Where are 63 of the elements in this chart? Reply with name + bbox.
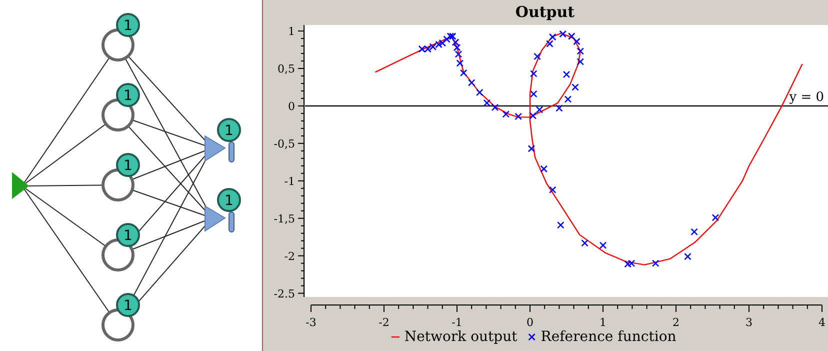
point xyxy=(628,260,636,267)
point xyxy=(546,40,554,48)
point xyxy=(684,252,692,260)
point xyxy=(468,79,476,86)
point xyxy=(599,242,607,249)
point xyxy=(690,228,698,236)
point xyxy=(540,165,548,173)
point xyxy=(572,84,579,91)
point xyxy=(502,110,510,118)
point xyxy=(548,186,556,194)
point xyxy=(453,44,461,52)
neural-network-diagram: 1 1 1 1 1 1 1 xyxy=(12,13,241,342)
y-tick-label: 0,5 xyxy=(278,62,295,76)
x-tick-label: 0 xyxy=(526,316,534,329)
point xyxy=(652,260,660,267)
y-tick-label: -2.5 xyxy=(274,287,295,300)
legend-label: Reference function xyxy=(540,329,676,345)
y-tick-label: 0 xyxy=(288,100,295,113)
point xyxy=(712,214,720,222)
point xyxy=(446,32,454,40)
ref-line-label: y = 0 xyxy=(788,90,824,105)
y-tick-label: -0,5 xyxy=(274,137,295,150)
point xyxy=(483,99,491,107)
x-tick-label: 3 xyxy=(746,316,752,329)
point xyxy=(624,260,632,268)
point xyxy=(528,144,536,152)
point xyxy=(576,48,584,55)
point xyxy=(452,38,460,46)
x-tick-label: 1 xyxy=(600,316,606,329)
point xyxy=(529,112,537,120)
y-tick-label: -1 xyxy=(284,174,295,188)
point xyxy=(536,106,544,114)
point xyxy=(559,30,566,38)
point xyxy=(534,52,541,60)
line-series xyxy=(374,32,803,266)
x-tick-label: -1 xyxy=(452,316,462,329)
point xyxy=(454,50,462,58)
point xyxy=(564,96,572,103)
x-tick-label: 4 xyxy=(818,316,826,329)
x-tick-label: -3 xyxy=(306,316,316,329)
point xyxy=(568,32,576,40)
point xyxy=(557,221,564,229)
point xyxy=(530,70,538,78)
point xyxy=(476,88,484,96)
point xyxy=(491,104,499,112)
point xyxy=(456,60,464,67)
legend-label: Network output xyxy=(404,329,518,345)
x-tick-label: 2 xyxy=(672,316,680,329)
point xyxy=(460,69,468,77)
point xyxy=(514,112,522,120)
point xyxy=(556,104,563,112)
y-tick-label: 1 xyxy=(288,24,295,38)
y-tick-label: -1,5 xyxy=(274,212,295,226)
y-tick-label: -2 xyxy=(284,250,295,263)
point xyxy=(576,58,584,66)
x-tick-label: -2 xyxy=(378,316,390,329)
point xyxy=(548,33,556,41)
chart-title: Output xyxy=(515,3,575,21)
point xyxy=(573,38,580,46)
point xyxy=(530,90,538,98)
point xyxy=(438,39,446,47)
point xyxy=(581,239,588,247)
point xyxy=(562,70,570,78)
